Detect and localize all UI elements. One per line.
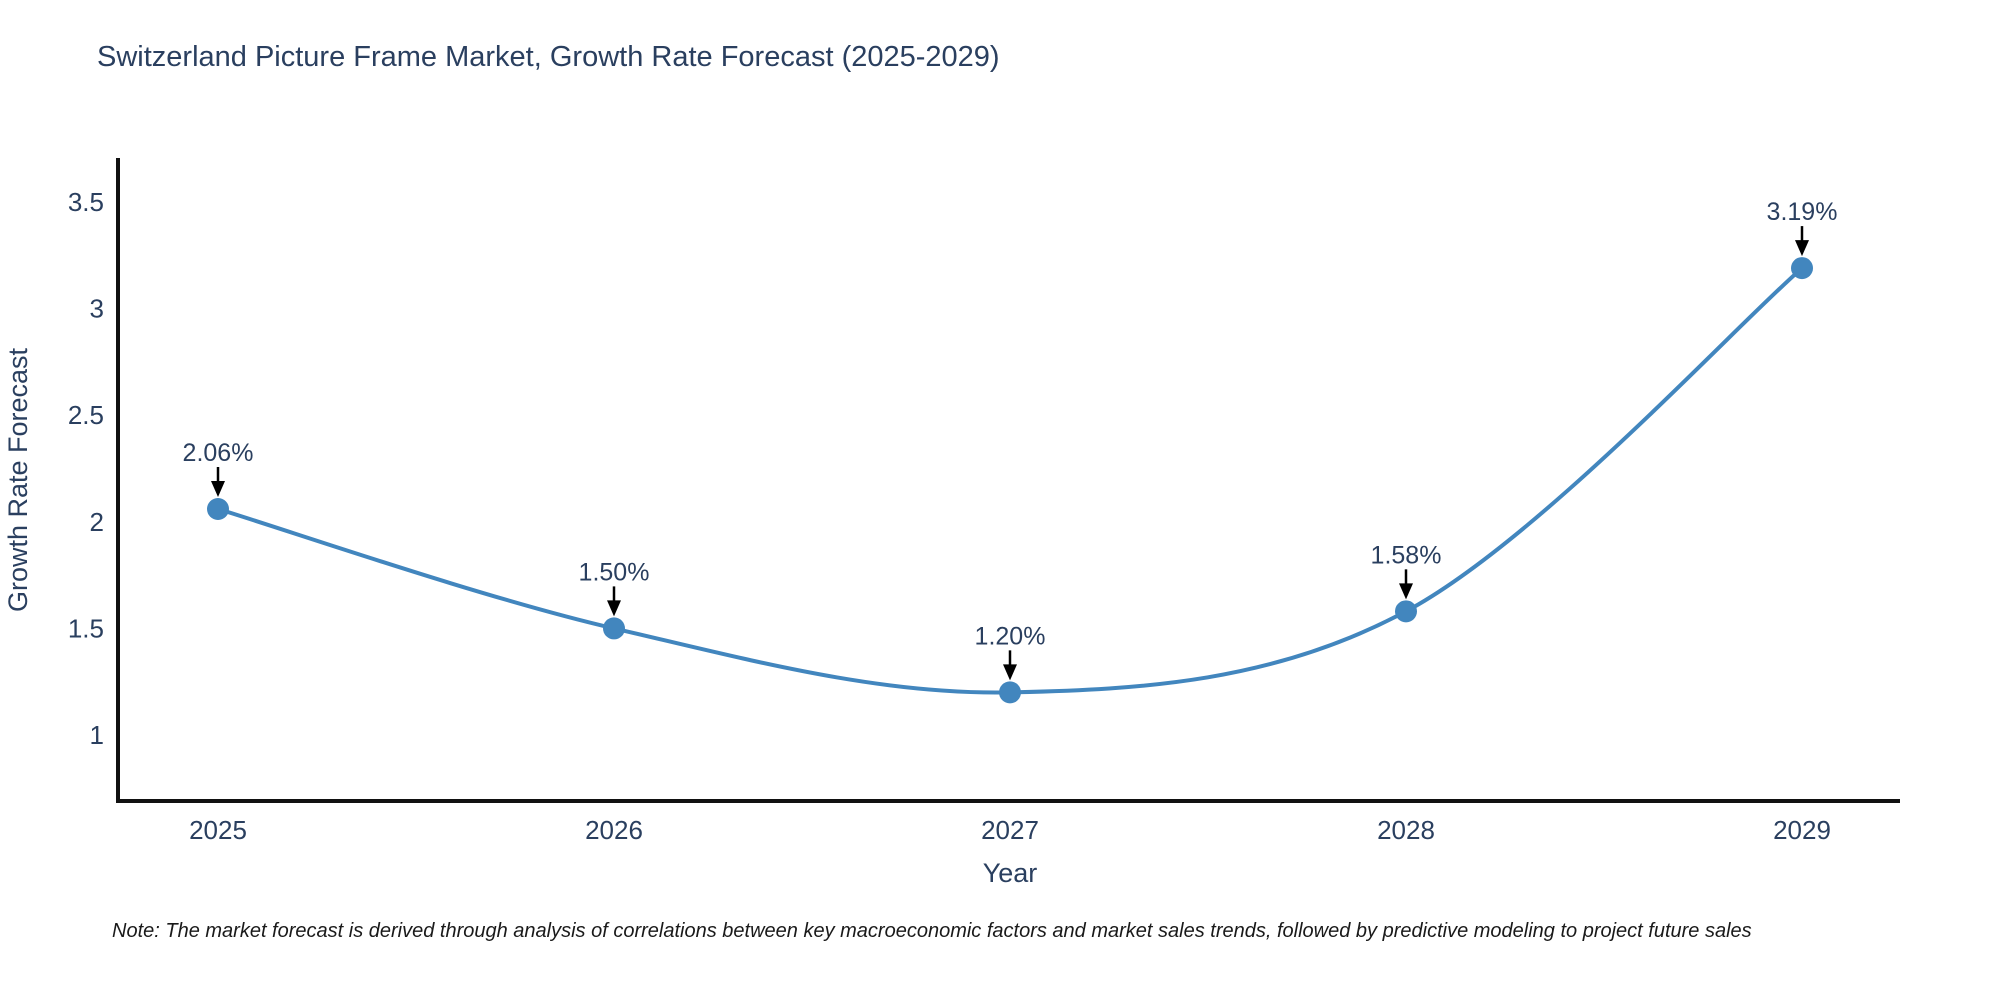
annotation-label: 1.50% xyxy=(579,558,650,586)
x-tick-label: 2027 xyxy=(981,815,1039,845)
x-tick-label: 2026 xyxy=(585,815,643,845)
x-tick-label: 2025 xyxy=(189,815,247,845)
x-tick-label: 2028 xyxy=(1377,815,1435,845)
annotation-label: 1.58% xyxy=(1371,541,1442,569)
chart-title: Switzerland Picture Frame Market, Growth… xyxy=(97,41,1000,73)
annotation-arrowhead xyxy=(1399,583,1413,600)
annotation-label: 1.20% xyxy=(975,622,1046,650)
data-point-2026 xyxy=(603,617,625,640)
x-axis-title: Year xyxy=(983,858,1038,888)
y-tick-label: 3 xyxy=(90,294,104,324)
y-tick-label: 1.5 xyxy=(68,613,104,643)
y-axis-title: Growth Rate Forecast xyxy=(3,347,33,612)
y-tick-label: 3.5 xyxy=(68,187,104,217)
y-tick-label: 2 xyxy=(90,507,104,537)
x-tick-label: 2029 xyxy=(1773,815,1831,845)
annotation-label: 2.06% xyxy=(183,439,254,467)
data-point-2025 xyxy=(207,498,229,521)
data-point-2028 xyxy=(1395,600,1417,623)
data-point-2029 xyxy=(1791,257,1813,280)
y-tick-label: 2.5 xyxy=(68,400,104,430)
data-point-2027 xyxy=(999,681,1021,704)
annotation-arrowhead xyxy=(607,600,621,617)
y-tick-label: 1 xyxy=(90,720,104,750)
plot-area: 1 1.5 2 2.5 3 3.5 2025 2026 2027 2028 2029 2.06% 1.5… xyxy=(68,187,1838,845)
annotation-arrowhead xyxy=(1003,664,1017,681)
annotation-arrowhead xyxy=(1795,240,1809,257)
annotation-arrowhead xyxy=(211,481,225,498)
annotation-label: 3.19% xyxy=(1767,198,1838,226)
footnote: Note: The market forecast is derived thr… xyxy=(112,920,1752,942)
